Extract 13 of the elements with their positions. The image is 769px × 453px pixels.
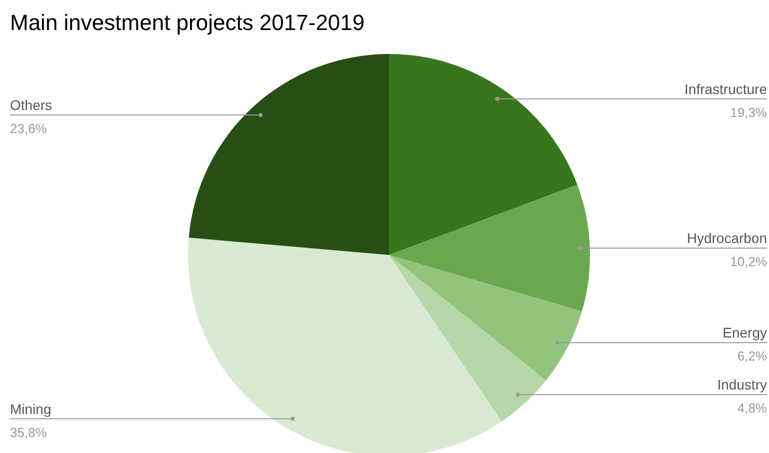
slice-label: Mining bbox=[10, 400, 52, 417]
data-label: 4,8% bbox=[737, 400, 768, 416]
slice-label: Hydrocarbon bbox=[686, 230, 767, 246]
data-label: 35,8% bbox=[10, 424, 48, 440]
data-label: 6,2% bbox=[737, 348, 768, 364]
slice-label: Others bbox=[10, 96, 52, 113]
slice-label: Industry bbox=[717, 376, 767, 393]
data-label: 19,3% bbox=[730, 104, 768, 120]
data-label: 10,2% bbox=[730, 254, 768, 270]
slice-label: Energy bbox=[722, 324, 767, 341]
chart-title: Main investment projects 2017-2019 bbox=[10, 10, 365, 35]
slice-label: Infrastructure bbox=[684, 80, 768, 97]
data-label: 23,6% bbox=[10, 120, 48, 136]
